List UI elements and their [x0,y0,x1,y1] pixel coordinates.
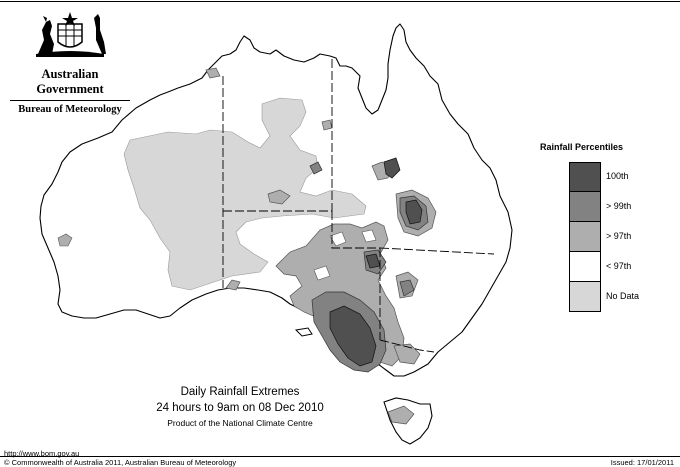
footer-rule [0,456,680,457]
100th-percentile-regions [329,157,423,367]
government-title: Australian Government [36,67,104,96]
map-caption: Daily Rainfall Extremes 24 hours to 9am … [110,386,370,428]
no-data-regions [57,97,367,291]
legend-swatch-no-data [569,282,601,312]
caption-period: 24 hours to 9am on 08 Dec 2010 [156,402,324,414]
legend-title: Rainfall Percentiles [540,142,624,152]
footer-url[interactable]: http://www.bom.gov.au [4,449,80,458]
caption-title: Daily Rainfall Extremes [180,386,300,398]
legend-row-100th: 100th [540,162,660,192]
bureau-title: Bureau of Meteorology [18,104,122,115]
top-border [0,1,680,2]
caption-product: Product of the National Climate Centre [167,418,313,428]
legend-row-above-97th: > 97th [540,222,660,252]
state-borders [222,58,495,353]
legend-row-below-97th: < 97th [540,252,660,282]
legend-row-above-99th: > 99th [540,192,660,222]
legend-label: > 99th [606,201,632,211]
legend-swatch-100th [569,162,601,192]
legend-label: No Data [606,291,640,301]
header-divider [10,100,130,101]
legend-swatch-below-97th [569,252,601,282]
legend-label: < 97th [606,261,632,271]
legend-swatch-above-99th [569,192,601,222]
footer-copyright: © Commonwealth of Australia 2011, Austra… [4,458,237,467]
footer-issued-date: Issued: 17/01/2011 [610,458,674,467]
coat-of-arms-icon [36,12,106,57]
legend-label: 100th [606,171,629,181]
government-branding: Australian Government Bureau of Meteorol… [8,10,132,115]
legend-swatch-above-97th [569,222,601,252]
legend-row-no-data: No Data [540,282,660,312]
below-97th-gaps [313,229,377,281]
legend-label: > 97th [606,231,632,241]
rainfall-legend: Rainfall Percentiles 100th > 99th > 97th… [540,142,660,312]
kangaroo-island [294,327,313,337]
